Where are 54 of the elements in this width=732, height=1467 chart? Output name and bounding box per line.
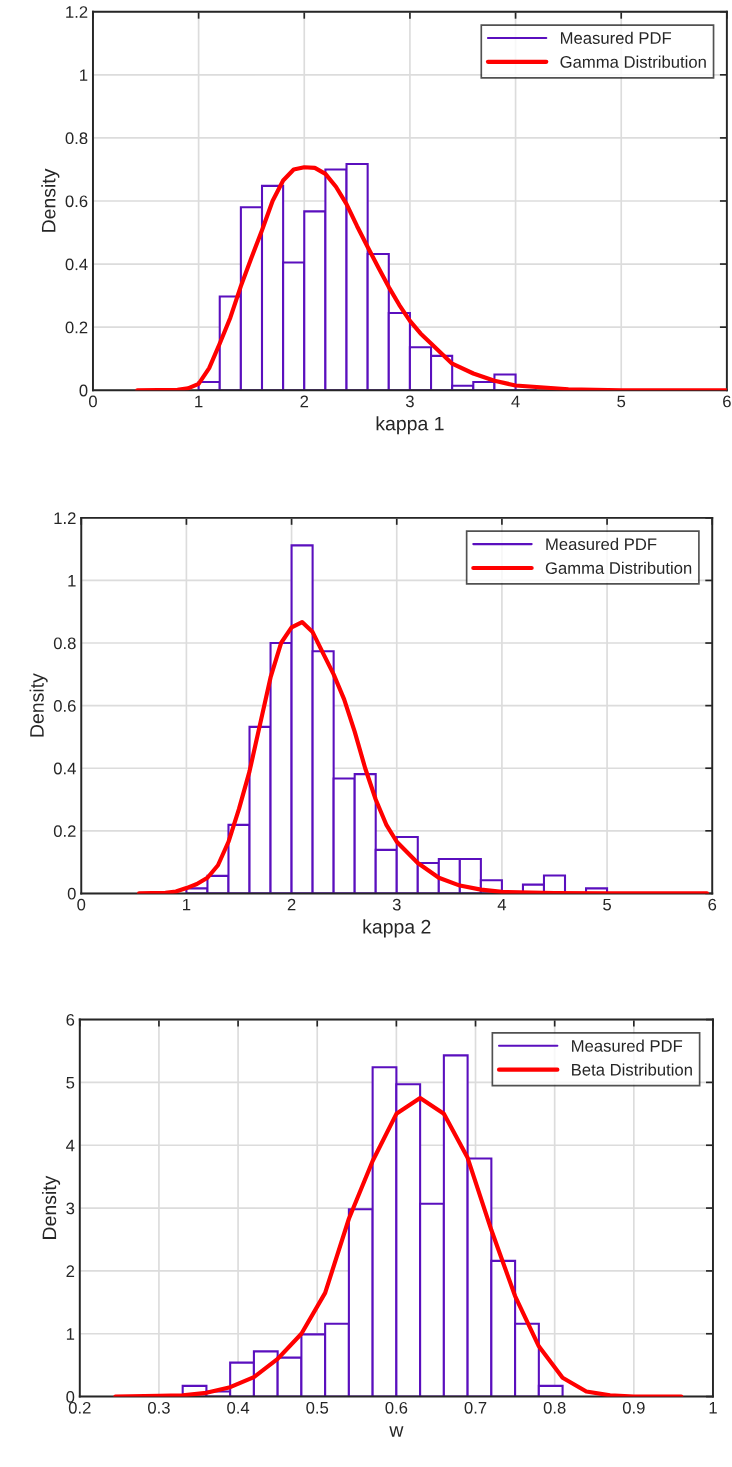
- legend-label: Measured PDF: [560, 31, 672, 44]
- y-tick-label: 0.8: [65, 132, 88, 145]
- x-tick-label: 3: [405, 395, 414, 408]
- legend-label: Measured PDF: [546, 537, 657, 551]
- x-tick-label: 2: [287, 898, 296, 911]
- y-tick-label: 1.2: [66, 6, 88, 18]
- x-tick-label: 6: [723, 395, 731, 408]
- y-tick-label: 1: [68, 575, 76, 587]
- y-tick-label: 1.2: [54, 512, 76, 524]
- y-tick-label: 6: [66, 1013, 75, 1026]
- legend-label: Gamma Distribution: [560, 55, 706, 68]
- y-tick-label: 0.2: [53, 825, 76, 838]
- y-tick-label: 0: [67, 887, 76, 900]
- legend-label: Measured PDF: [572, 1039, 683, 1052]
- y-tick-label: 0: [79, 384, 88, 397]
- x-tick-label: 0.3: [148, 1401, 170, 1414]
- y-axis-title: Density: [41, 1175, 61, 1239]
- x-tick-label: 4: [511, 395, 520, 408]
- x-tick-label: 6: [708, 898, 717, 911]
- x-tick-label: 0.5: [306, 1401, 329, 1414]
- x-tick-label: 0.7: [464, 1401, 487, 1414]
- x-axis-title: kappa 1: [376, 416, 444, 435]
- y-tick-label: 3: [66, 1202, 75, 1215]
- x-axis-title: kappa 2: [363, 919, 431, 938]
- legend-label: Gamma Distribution: [545, 561, 692, 574]
- y-tick-label: 1: [66, 1328, 75, 1340]
- y-tick-label: 0.4: [53, 762, 76, 775]
- x-tick-label: 3: [392, 898, 401, 911]
- x-tick-label: 1: [195, 395, 203, 408]
- x-tick-label: 0.8: [543, 1401, 566, 1414]
- x-tick-label: 0.4: [227, 1401, 250, 1414]
- x-tick-label: 0: [88, 395, 97, 408]
- y-tick-label: 1: [80, 69, 88, 81]
- y-axis-title: Density: [41, 168, 60, 232]
- y-tick-label: 0: [66, 1390, 75, 1403]
- x-tick-label: 5: [603, 898, 612, 911]
- y-tick-label: 0.2: [65, 321, 88, 334]
- y-axis-title: Density: [29, 673, 48, 737]
- legend-label: Beta Distribution: [572, 1063, 692, 1076]
- x-tick-label: 1: [183, 898, 191, 911]
- y-tick-label: 0.6: [65, 195, 88, 208]
- y-tick-label: 5: [66, 1076, 75, 1089]
- y-tick-label: 0.4: [65, 258, 88, 271]
- x-tick-label: 2: [300, 395, 309, 408]
- x-tick-label: 1: [709, 1402, 717, 1414]
- x-tick-label: 0.9: [622, 1401, 645, 1414]
- y-tick-label: 0.6: [53, 700, 76, 712]
- x-tick-label: 5: [617, 395, 626, 408]
- y-tick-label: 2: [66, 1265, 75, 1277]
- x-axis-title: w: [389, 1426, 404, 1437]
- y-tick-label: 4: [66, 1139, 75, 1152]
- x-tick-label: 0.6: [385, 1401, 408, 1414]
- x-tick-label: 4: [497, 898, 507, 911]
- y-tick-label: 0.8: [53, 637, 76, 650]
